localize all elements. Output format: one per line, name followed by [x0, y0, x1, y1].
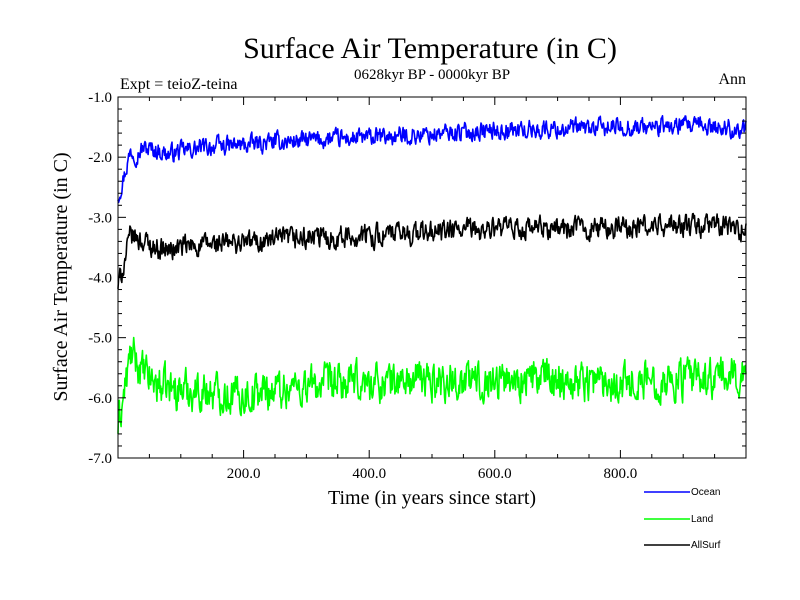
x-axis-label: Time (in years since start)	[328, 487, 536, 509]
x-tick-label: 600.0	[478, 466, 512, 482]
y-tick-label: -3.0	[88, 210, 112, 226]
series-layer	[117, 115, 747, 434]
y-tick-label: -4.0	[88, 271, 112, 287]
season-label: Ann	[718, 71, 746, 88]
expt-label: Expt = teioZ-teina	[120, 76, 237, 93]
chart-title: Surface Air Temperature (in C)	[243, 32, 617, 65]
y-tick-label: -6.0	[88, 391, 112, 407]
series-line-ocean	[117, 115, 747, 204]
y-tick-label: -5.0	[88, 331, 112, 347]
y-tick-label: -1.0	[88, 90, 112, 106]
series-line-land	[117, 336, 747, 434]
x-tick-label: 800.0	[604, 466, 638, 482]
y-axis-label: Surface Air Temperature (in C)	[50, 152, 72, 401]
chart-subtitle: 0628kyr BP - 0000kyr BP	[354, 67, 510, 83]
legend-label-allsurf: AllSurf	[691, 540, 721, 551]
y-tick-label: -2.0	[88, 150, 112, 166]
legend-label-land: Land	[691, 514, 713, 525]
x-tick-label: 200.0	[227, 466, 261, 482]
ticks-layer: 200.0 400.0 600.0 800.0 -1.0 -2.0 -3.0 -4.0 -5.0…	[88, 90, 746, 482]
legend-label-ocean: Ocean	[691, 487, 720, 498]
y-tick-label: -7.0	[88, 451, 112, 467]
legend: Ocean Land AllSurf	[644, 487, 721, 551]
x-tick-label: 400.0	[352, 466, 386, 482]
series-line-allsurf	[117, 212, 747, 289]
